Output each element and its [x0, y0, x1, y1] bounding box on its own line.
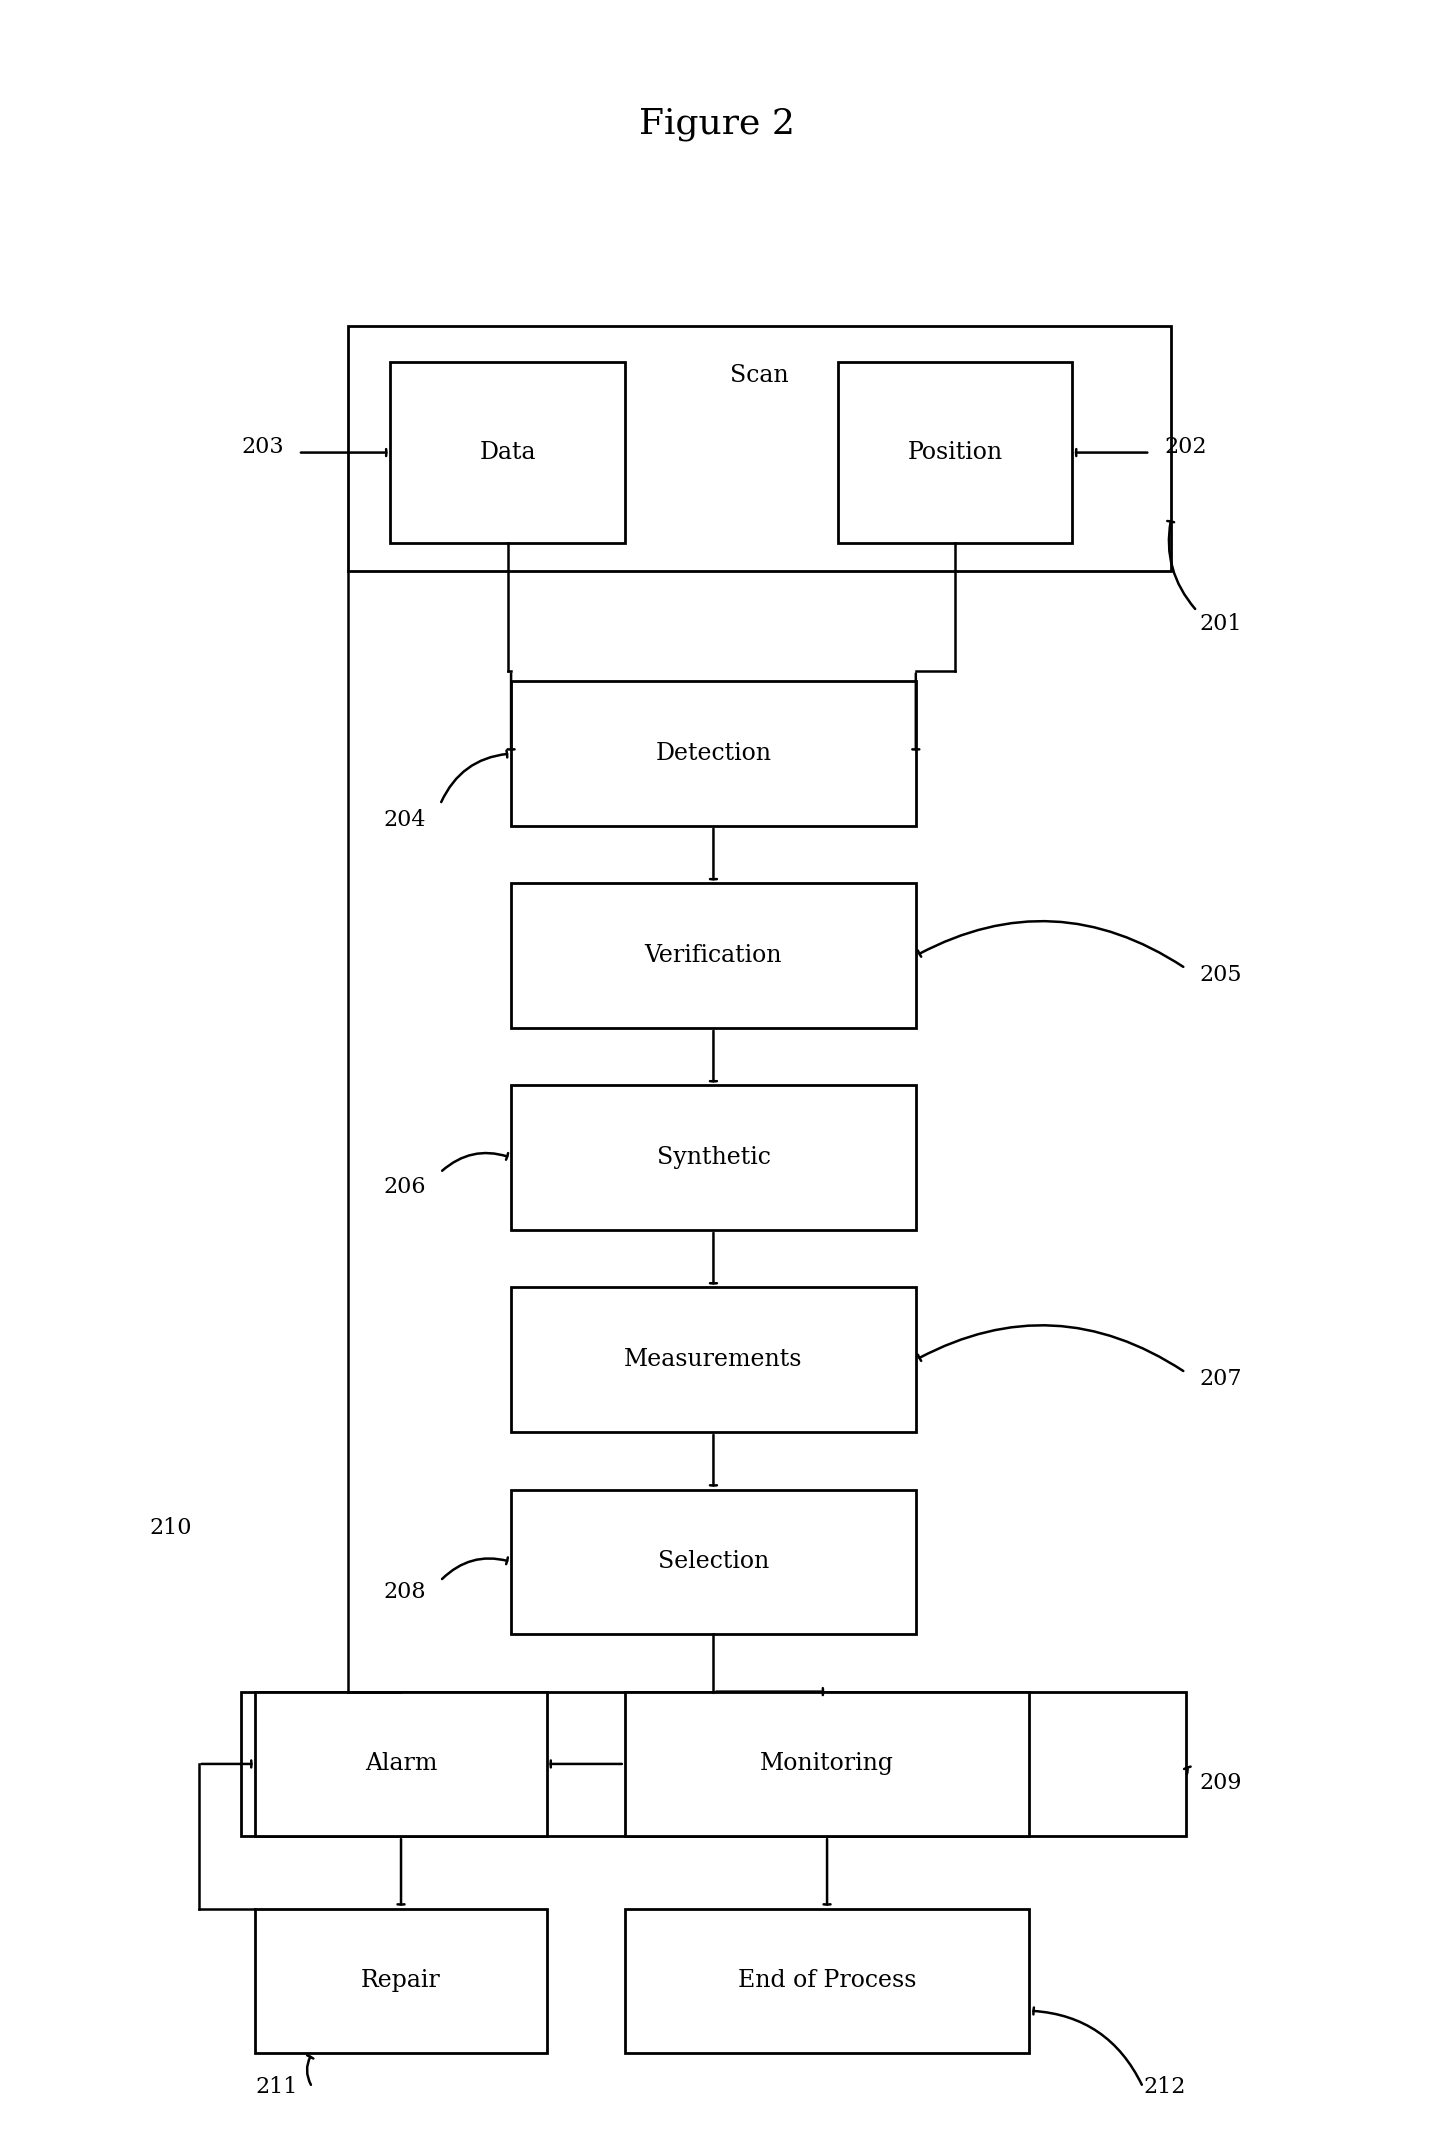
Text: Data: Data — [479, 441, 536, 465]
Text: Position: Position — [908, 441, 1002, 465]
Text: 205: 205 — [1200, 963, 1242, 985]
Text: Detection: Detection — [655, 743, 771, 764]
Bar — [241, 1691, 1186, 1837]
Bar — [511, 1490, 916, 1634]
Text: Repair: Repair — [361, 1970, 440, 1993]
Text: Synthetic: Synthetic — [657, 1145, 770, 1169]
Text: Alarm: Alarm — [364, 1753, 437, 1775]
Text: Figure 2: Figure 2 — [640, 107, 794, 141]
Bar — [625, 1691, 1030, 1837]
Bar — [390, 362, 625, 544]
Text: 203: 203 — [241, 437, 284, 458]
Text: 210: 210 — [149, 1516, 192, 1539]
Text: Monitoring: Monitoring — [760, 1753, 893, 1775]
Bar — [348, 325, 1172, 572]
Bar — [511, 884, 916, 1028]
Text: 208: 208 — [383, 1580, 426, 1604]
Text: Scan: Scan — [730, 364, 789, 388]
Text: 211: 211 — [255, 2077, 298, 2098]
Text: 207: 207 — [1200, 1368, 1242, 1390]
Bar — [625, 1908, 1030, 2053]
Text: End of Process: End of Process — [739, 1970, 916, 1993]
Text: Selection: Selection — [658, 1550, 769, 1574]
Text: 212: 212 — [1143, 2077, 1186, 2098]
Text: 209: 209 — [1200, 1773, 1242, 1794]
Bar — [511, 1287, 916, 1432]
Text: 201: 201 — [1200, 612, 1242, 636]
Text: Verification: Verification — [645, 944, 782, 968]
Text: 204: 204 — [383, 809, 426, 831]
Bar — [511, 681, 916, 826]
Bar — [255, 1908, 546, 2053]
Bar — [511, 1085, 916, 1231]
Text: 202: 202 — [1164, 437, 1207, 458]
Bar — [255, 1691, 546, 1837]
Text: Measurements: Measurements — [624, 1349, 803, 1370]
Text: 206: 206 — [383, 1178, 426, 1199]
Bar — [837, 362, 1073, 544]
